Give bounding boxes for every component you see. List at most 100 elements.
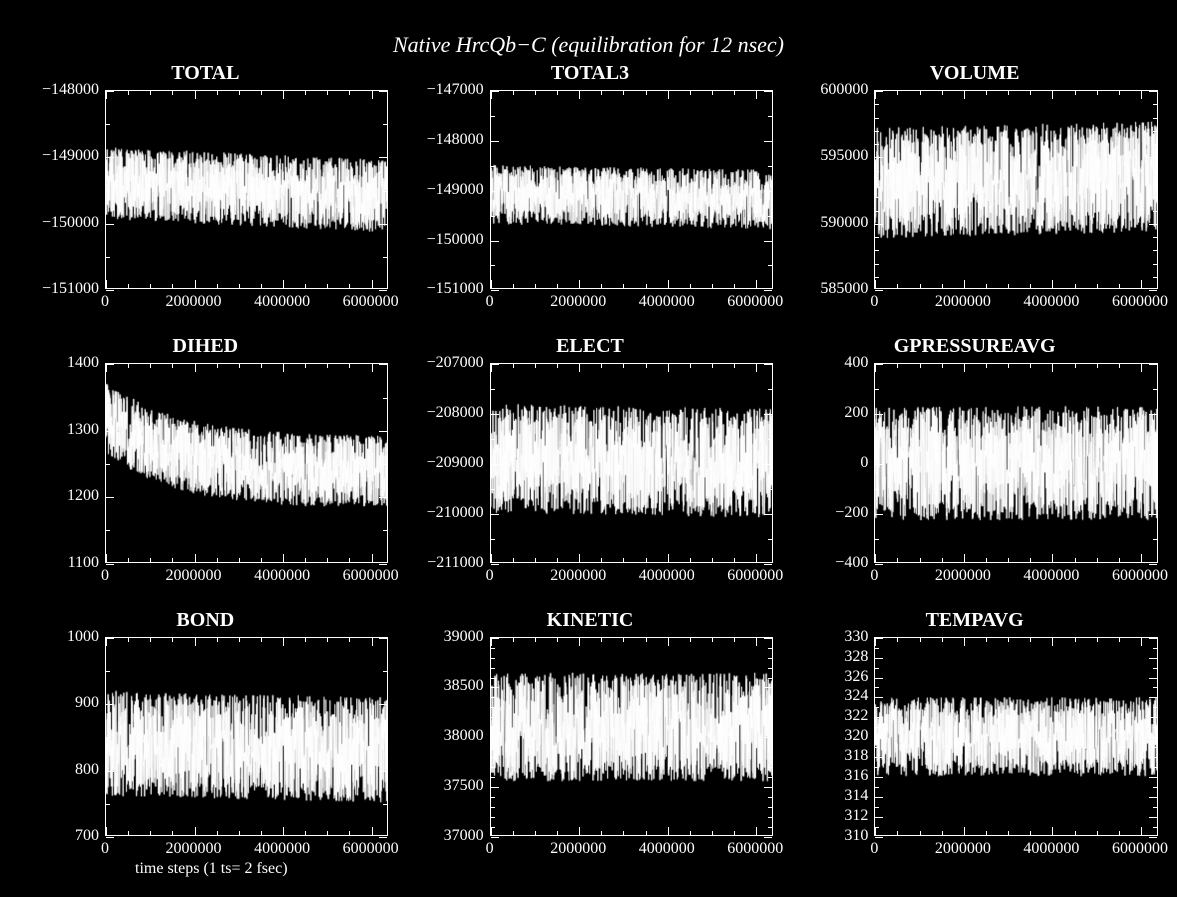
timeseries-trace [106,364,387,561]
ytick-label: 324 [784,687,868,705]
xtick-label: 4000000 [254,567,310,585]
xtick-label: 2000000 [550,567,606,585]
xtick-label: 6000000 [727,293,783,311]
panel-total: TOTAL−151000−150000−149000−1480000200000… [15,62,396,335]
ytick-label: 37500 [400,777,484,795]
ytick-label: 1400 [15,354,99,372]
ytick [106,290,114,291]
ytick [491,837,499,838]
xtick-label: 2000000 [935,293,991,311]
xtick-label: 6000000 [727,567,783,585]
ytick-label: 316 [784,767,868,785]
xtick-label: 4000000 [639,840,695,858]
ytick [379,290,387,291]
ytick-label: 39000 [400,628,484,646]
ytick-label: 590000 [784,214,868,232]
ytick [379,564,387,565]
xtick-label: 2000000 [550,293,606,311]
panel-total3: TOTAL3−151000−150000−149000−148000−14700… [400,62,781,335]
ytick-label: −207000 [400,354,484,372]
xtick-label: 6000000 [343,840,399,858]
timeseries-trace [491,638,772,835]
xtick-label: 0 [101,293,109,311]
timeseries-trace [106,638,387,835]
ytick-label: 700 [15,827,99,845]
ytick-label: 318 [784,747,868,765]
plot-area [874,90,1157,289]
ytick-label: 330 [784,628,868,646]
ytick-label: −208000 [400,404,484,422]
ytick-label: 38500 [400,677,484,695]
xtick-label: 2000000 [166,840,222,858]
timeseries-trace [106,91,387,288]
xtick-label: 0 [101,567,109,585]
xtick-label: 6000000 [727,840,783,858]
xtick-label: 6000000 [1112,567,1168,585]
ytick [875,564,883,565]
ytick-label: −211000 [400,554,484,572]
ytick-label: 900 [15,694,99,712]
ytick-label: 585000 [784,280,868,298]
ytick-label: 310 [784,827,868,845]
xtick-label: 2000000 [166,567,222,585]
xtick-label: 6000000 [1112,293,1168,311]
ytick-label: −150000 [15,214,99,232]
panel-kinetic: KINETIC370003750038000385003900002000000… [400,609,781,882]
xtick-label: 4000000 [254,293,310,311]
xtick-label: 0 [101,840,109,858]
xtick-label: 0 [486,840,494,858]
xtick-label: 4000000 [639,293,695,311]
ytick [106,837,114,838]
ytick-label: −150000 [400,231,484,249]
ytick [764,564,772,565]
ytick-label: 326 [784,668,868,686]
ytick-label: 1200 [15,487,99,505]
ytick [379,837,387,838]
ytick [1149,290,1157,291]
xtick-label: 2000000 [935,567,991,585]
xtick-label: 4000000 [1023,567,1079,585]
xtick-label: 2000000 [935,840,991,858]
xtick-label: 2000000 [550,840,606,858]
ytick-label: 1300 [15,421,99,439]
plot-area [105,90,388,289]
ytick-label: 800 [15,761,99,779]
ytick-label: 320 [784,727,868,745]
xtick-label: 6000000 [343,293,399,311]
ytick-label: −149000 [15,147,99,165]
main-title: Native HrcQb−C (equilibration for 12 nse… [0,32,1177,58]
ytick-label: 1100 [15,554,99,572]
xtick-label: 0 [870,293,878,311]
ytick-label: 400 [784,354,868,372]
timeseries-trace [875,91,1156,288]
ytick-label: 314 [784,787,868,805]
ytick [764,290,772,291]
ytick-label: 312 [784,807,868,825]
xtick-label: 4000000 [639,567,695,585]
ytick-label: −210000 [400,504,484,522]
ytick-label: 328 [784,648,868,666]
ytick-label: 322 [784,707,868,725]
ytick-label: 1000 [15,628,99,646]
ytick-label: 200 [784,404,868,422]
plot-area [105,637,388,836]
ytick-label: −151000 [15,280,99,298]
xtick-label: 2000000 [166,293,222,311]
xtick-label: 0 [870,840,878,858]
ytick-label: −151000 [400,280,484,298]
plot-area [490,637,773,836]
ytick-label: −148000 [15,81,99,99]
x-axis-label: time steps (1 ts= 2 fsec) [135,860,288,878]
timeseries-trace [875,638,1156,835]
ytick-label: 37000 [400,827,484,845]
plot-area [874,363,1157,562]
plot-area [490,363,773,562]
xtick-label: 0 [486,293,494,311]
xtick-label: 0 [870,567,878,585]
chart-grid: TOTAL−151000−150000−149000−1480000200000… [15,62,1165,882]
xtick-label: 6000000 [343,567,399,585]
ytick-label: −147000 [400,81,484,99]
ytick [106,564,114,565]
ytick [491,290,499,291]
ytick [491,564,499,565]
